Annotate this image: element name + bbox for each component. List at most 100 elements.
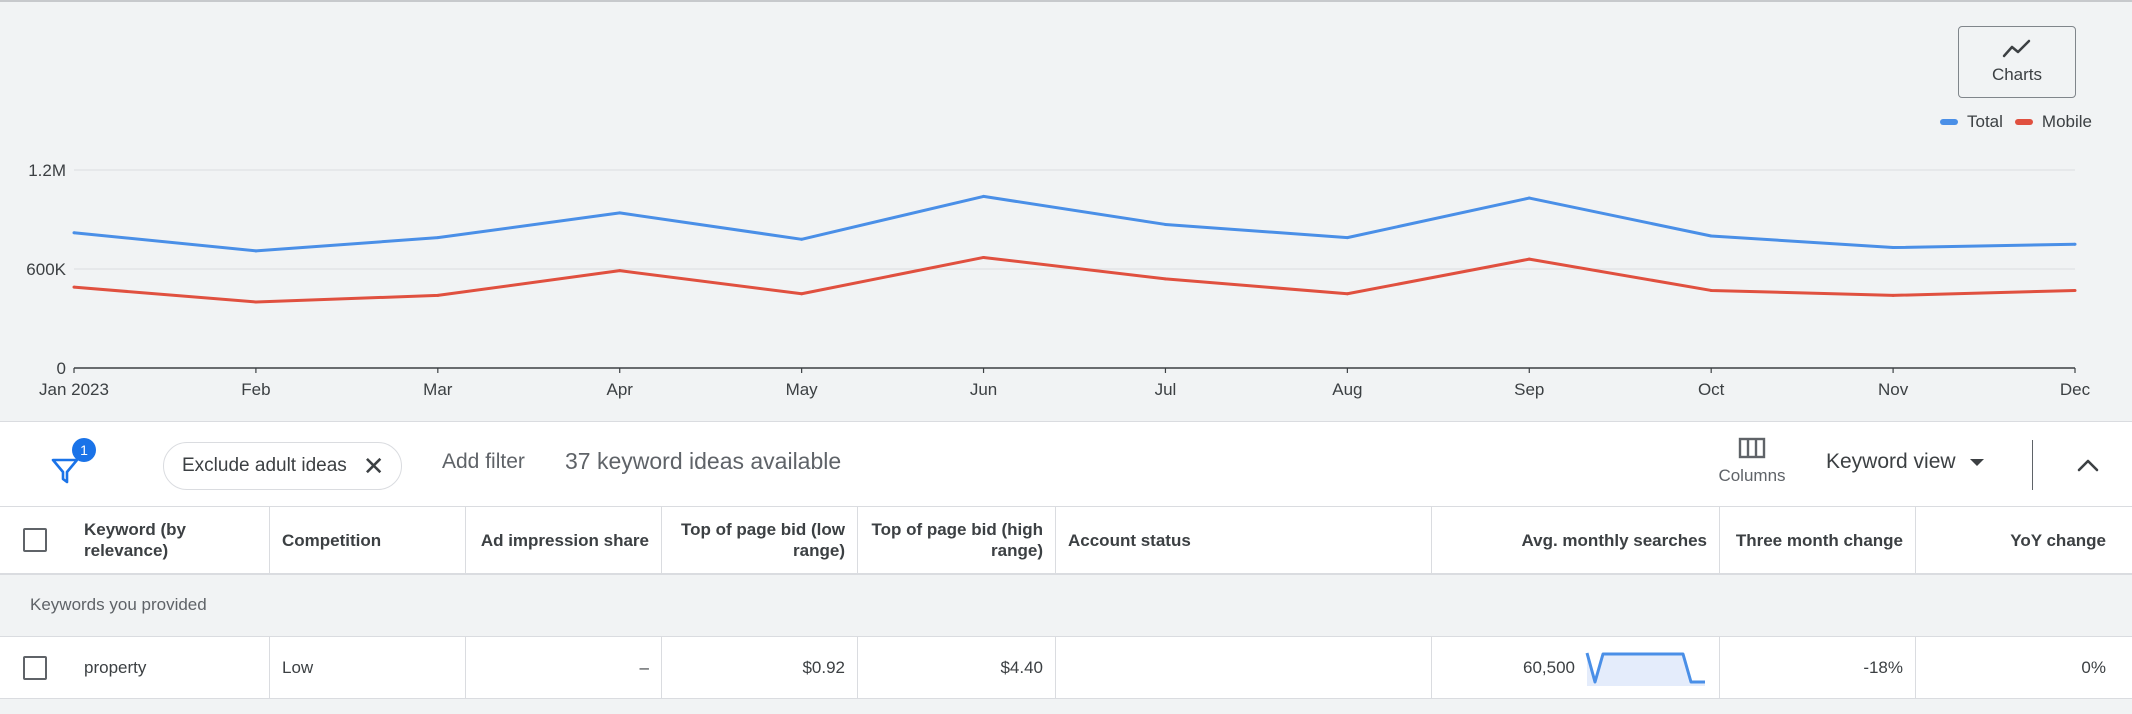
x-tick-label: May bbox=[786, 380, 819, 399]
column-header-ad-impression-share[interactable]: Ad impression share bbox=[466, 507, 662, 573]
data-point-mobile bbox=[982, 255, 986, 259]
x-tick-label: Apr bbox=[606, 380, 633, 399]
legend-swatch-mobile bbox=[2014, 119, 2033, 125]
trend-chart-panel: 0 600K 1.2M Jan 2023 Feb Mar Apr May Jun Jul Aug Se… bbox=[0, 0, 2132, 399]
data-point-mobile bbox=[436, 293, 440, 297]
data-point-mobile bbox=[254, 300, 258, 304]
cell-keyword: property bbox=[70, 637, 270, 698]
data-point-total bbox=[254, 249, 258, 253]
cell-competition: Low bbox=[270, 637, 466, 698]
column-header-account-status[interactable]: Account status bbox=[1056, 507, 1432, 573]
toolbar-divider bbox=[2032, 440, 2033, 490]
row-checkbox[interactable] bbox=[23, 655, 47, 680]
data-point-total bbox=[1891, 246, 1895, 250]
legend-swatch-total bbox=[1939, 119, 1958, 125]
data-point-total bbox=[800, 237, 804, 241]
columns-button[interactable]: Columns bbox=[1712, 436, 1792, 498]
x-tick-label: Nov bbox=[1878, 380, 1909, 399]
data-point-total bbox=[2073, 242, 2077, 246]
data-point-mobile bbox=[2073, 288, 2077, 292]
collapse-button[interactable] bbox=[2070, 450, 2106, 480]
column-header-top-bid-high[interactable]: Top of page bid (high range) bbox=[858, 507, 1056, 573]
column-header-avg-monthly-searches[interactable]: Avg. monthly searches bbox=[1432, 507, 1720, 573]
column-header-competition[interactable]: Competition bbox=[270, 507, 466, 573]
columns-icon bbox=[1738, 437, 1766, 459]
x-tick-label: Jul bbox=[1155, 380, 1177, 399]
x-tick-label: Dec bbox=[2060, 380, 2091, 399]
x-tick-label: Sep bbox=[1514, 380, 1544, 399]
data-point-total bbox=[72, 231, 76, 235]
data-point-total bbox=[1345, 236, 1349, 240]
cell-avg-monthly-searches: 60,500 bbox=[1432, 637, 1720, 698]
data-point-total bbox=[1163, 222, 1167, 226]
table-header: Keyword (by relevance) Competition Ad im… bbox=[0, 507, 2132, 575]
legend-item-mobile: Mobile bbox=[2014, 112, 2092, 132]
column-header-three-month-change[interactable]: Three month change bbox=[1720, 507, 1916, 573]
columns-label: Columns bbox=[1718, 466, 1786, 485]
cell-three-month-change: -18% bbox=[1720, 637, 1916, 698]
chevron-up-icon bbox=[2077, 459, 2099, 472]
sparkline-icon bbox=[1585, 652, 1705, 686]
column-header-top-bid-low[interactable]: Top of page bid (low range) bbox=[662, 507, 858, 573]
data-point-mobile bbox=[1527, 257, 1531, 261]
search-volume-chart: 0 600K 1.2M Jan 2023 Feb Mar Apr May Jun Jul Aug Se… bbox=[26, 161, 2091, 399]
x-tick-label: Oct bbox=[1698, 380, 1725, 399]
dropdown-caret-icon bbox=[1969, 458, 1984, 466]
column-header-yoy-change[interactable]: YoY change bbox=[2010, 530, 2106, 550]
data-point-mobile bbox=[72, 285, 76, 289]
chip-label: Exclude adult ideas bbox=[182, 455, 347, 476]
filter-icon bbox=[51, 458, 79, 484]
data-point-total bbox=[1527, 196, 1531, 200]
x-tick-label: Aug bbox=[1332, 380, 1362, 399]
keyword-ideas-count: 37 keyword ideas available bbox=[565, 448, 842, 474]
close-icon[interactable]: ✕ bbox=[362, 451, 385, 481]
filter-button[interactable]: 1 bbox=[48, 438, 98, 488]
row-select-cell bbox=[0, 637, 70, 698]
cell-account-status bbox=[1056, 637, 1432, 698]
y-tick-label: 0 bbox=[57, 359, 66, 378]
select-all-checkbox[interactable] bbox=[23, 528, 47, 552]
group-label: Keywords you provided bbox=[30, 595, 207, 614]
table-row[interactable]: property Low – $0.92 $4.40 60,500 -18% 0… bbox=[0, 637, 2132, 699]
filter-toolbar: 1 Exclude adult ideas ✕ Add filter 37 ke… bbox=[0, 421, 2132, 507]
table-bottom-spacer bbox=[0, 699, 2132, 714]
x-tick-label: Feb bbox=[241, 380, 270, 399]
legend-item-total: Total bbox=[1939, 112, 2003, 132]
series-line-total bbox=[73, 194, 2076, 253]
data-point-total bbox=[1709, 234, 1713, 238]
legend-label-mobile: Mobile bbox=[2041, 112, 2092, 131]
data-point-mobile bbox=[1163, 277, 1167, 281]
charts-button-label: Charts bbox=[1991, 65, 2043, 84]
x-tick-label: Jan 2023 bbox=[39, 380, 109, 399]
cell-top-bid-high: $4.40 bbox=[858, 637, 1056, 698]
data-point-total bbox=[982, 194, 986, 198]
data-point-mobile bbox=[1345, 292, 1349, 296]
x-tick-label: Jun bbox=[970, 380, 997, 399]
select-all-cell bbox=[0, 507, 70, 573]
group-row: Keywords you provided bbox=[0, 575, 2132, 637]
cell-top-bid-low: $0.92 bbox=[662, 637, 858, 698]
chart-legend: Total Mobile bbox=[1939, 112, 2092, 132]
data-point-mobile bbox=[800, 292, 804, 296]
y-tick-label: 600K bbox=[26, 260, 66, 279]
data-point-mobile bbox=[1709, 288, 1713, 292]
data-point-total bbox=[436, 236, 440, 240]
cell-ad-impression-share: – bbox=[466, 637, 662, 698]
data-point-mobile bbox=[618, 269, 622, 273]
cell-yoy-change: 0% bbox=[2081, 657, 2106, 677]
charts-button[interactable]: Charts bbox=[1958, 26, 2076, 98]
keyword-view-dropdown[interactable]: Keyword view bbox=[1826, 450, 1984, 474]
legend-label-total: Total bbox=[1966, 112, 2003, 131]
column-header-keyword[interactable]: Keyword (by relevance) bbox=[70, 507, 270, 573]
y-tick-label: 1.2M bbox=[28, 161, 66, 180]
keyword-view-label: Keyword view bbox=[1826, 450, 1956, 473]
x-tick-label: Mar bbox=[423, 380, 453, 399]
data-point-mobile bbox=[1891, 293, 1895, 297]
exclude-adult-ideas-chip[interactable]: Exclude adult ideas ✕ bbox=[163, 442, 402, 490]
filter-count-badge: 1 bbox=[72, 438, 96, 462]
series-line-mobile bbox=[73, 255, 2076, 304]
data-point-total bbox=[618, 211, 622, 215]
add-filter-button[interactable]: Add filter bbox=[442, 450, 525, 473]
trending-icon bbox=[2002, 39, 2031, 58]
avg-monthly-value: 60,500 bbox=[1523, 657, 1575, 677]
